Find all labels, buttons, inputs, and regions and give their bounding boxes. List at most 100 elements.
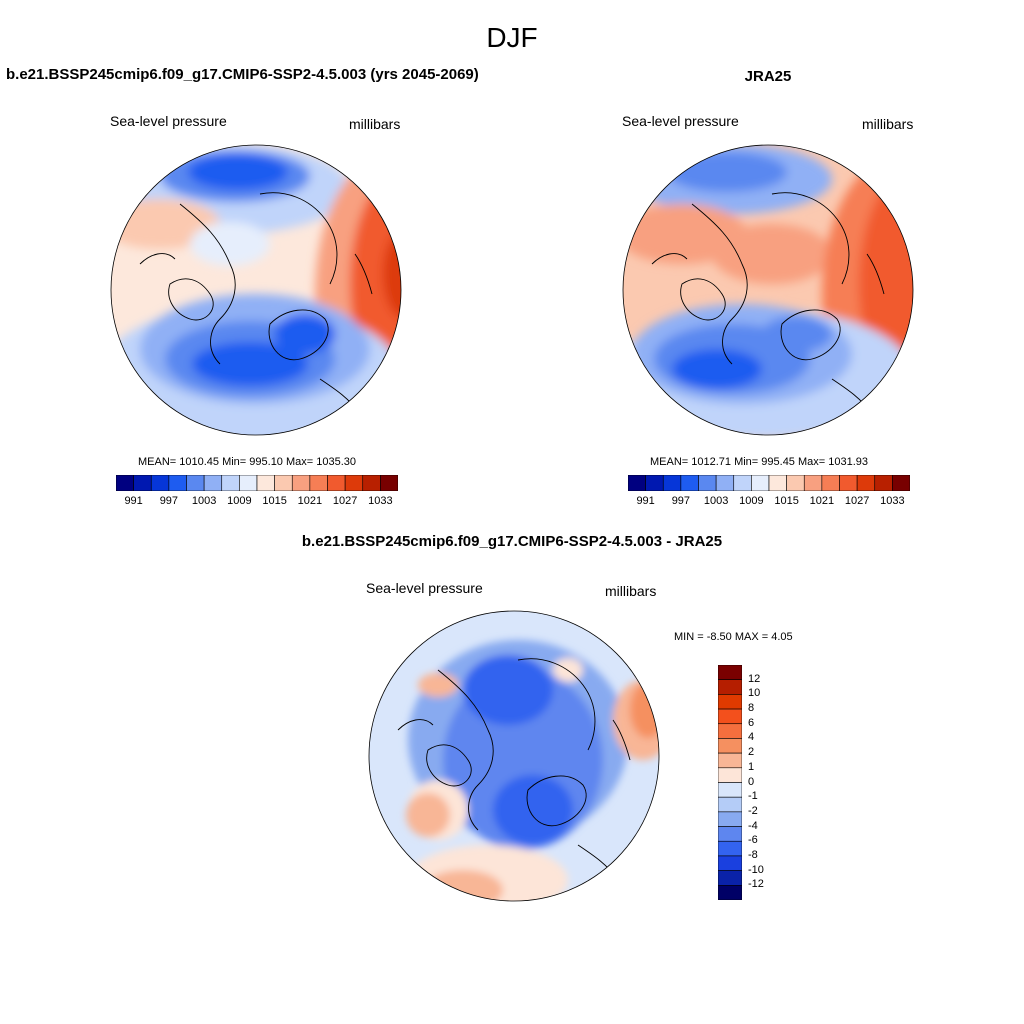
diff-variable-label: Sea-level pressure bbox=[366, 580, 483, 596]
colorbar-swatch bbox=[309, 475, 328, 491]
colorbar-swatch bbox=[786, 475, 805, 491]
colorbar-tick-label: 1015 bbox=[262, 495, 287, 507]
colorbar-swatch bbox=[221, 475, 240, 491]
model-variable-label: Sea-level pressure bbox=[110, 113, 227, 129]
colorbar-swatch bbox=[718, 811, 742, 827]
colorbar-swatch bbox=[150, 475, 170, 491]
colorbar-tick-label: -12 bbox=[748, 878, 764, 891]
colorbar-tick-label: 1027 bbox=[332, 495, 358, 507]
colorbar-tick-label: 1009 bbox=[227, 495, 252, 507]
colorbar-tick-label: 1015 bbox=[774, 495, 799, 507]
obs-polar-map bbox=[622, 144, 914, 436]
diff-panel-title: b.e21.BSSP245cmip6.f09_g17.CMIP6-SSP2-4.… bbox=[301, 533, 723, 550]
colorbar-swatch bbox=[203, 475, 223, 491]
colorbar-tick-label: 12 bbox=[748, 672, 761, 685]
colorbar-tick-label: 997 bbox=[671, 495, 691, 507]
colorbar-swatch bbox=[874, 475, 893, 491]
diff-colorbar-labels: 12 10 8 6 4 2 1 0 -1 -2 -4 -6 -8 -10 -12 bbox=[748, 665, 788, 900]
colorbar-swatch bbox=[327, 475, 346, 491]
colorbar-tick-label: 1021 bbox=[809, 495, 835, 507]
diff-stats: MIN = -8.50 MAX = 4.05 bbox=[674, 631, 793, 643]
obs-variable-label: Sea-level pressure bbox=[622, 113, 739, 129]
colorbar-swatch bbox=[662, 475, 682, 491]
colorbar-swatch bbox=[168, 475, 187, 491]
colorbar-swatch bbox=[380, 475, 398, 491]
colorbar-swatch bbox=[680, 475, 699, 491]
colorbar-swatch bbox=[274, 475, 293, 491]
colorbar-swatch bbox=[133, 475, 152, 491]
colorbar-swatch bbox=[698, 475, 717, 491]
model-colorbar bbox=[116, 475, 398, 491]
colorbar-tick-label: -2 bbox=[748, 804, 758, 817]
colorbar-tick-label: 1 bbox=[748, 760, 755, 773]
model-units-label: millibars bbox=[349, 116, 401, 132]
colorbar-swatch bbox=[239, 475, 258, 491]
colorbar-swatch bbox=[718, 855, 742, 871]
colorbar-swatch bbox=[718, 826, 742, 842]
colorbar-tick-label: 10 bbox=[748, 687, 761, 700]
colorbar-swatch bbox=[718, 796, 742, 813]
colorbar-tick-label: 0 bbox=[748, 775, 755, 788]
colorbar-swatch bbox=[628, 475, 646, 491]
colorbar-swatch bbox=[768, 475, 787, 491]
colorbar-swatch bbox=[892, 475, 910, 491]
model-polar-map bbox=[110, 144, 402, 436]
colorbar-tick-label: 6 bbox=[748, 716, 755, 729]
colorbar-swatch bbox=[362, 475, 381, 491]
colorbar-swatch bbox=[718, 782, 742, 798]
colorbar-tick-label: 1009 bbox=[739, 495, 764, 507]
season-title: DJF bbox=[486, 22, 538, 53]
obs-units-label: millibars bbox=[862, 116, 914, 132]
colorbar-swatch bbox=[186, 475, 205, 491]
colorbar-swatch bbox=[718, 870, 742, 886]
diff-colorbar bbox=[718, 665, 742, 900]
obs-stats: MEAN= 1012.71 Min= 995.45 Max= 1031.93 bbox=[650, 456, 869, 468]
colorbar-swatch bbox=[733, 475, 752, 491]
colorbar-tick-label: -1 bbox=[748, 790, 758, 803]
diff-units-label: millibars bbox=[605, 583, 657, 599]
colorbar-swatch bbox=[116, 475, 134, 491]
colorbar-swatch bbox=[751, 475, 770, 491]
colorbar-swatch bbox=[718, 723, 742, 739]
colorbar-tick-label: 2 bbox=[748, 746, 755, 759]
colorbar-swatch bbox=[718, 885, 742, 900]
colorbar-tick-label: 991 bbox=[636, 495, 655, 507]
colorbar-tick-label: -10 bbox=[748, 863, 764, 876]
colorbar-swatch bbox=[856, 475, 876, 491]
colorbar-swatch bbox=[344, 475, 364, 491]
colorbar-tick-label: -6 bbox=[748, 834, 758, 847]
colorbar-swatch bbox=[256, 475, 275, 491]
colorbar-tick-label: 8 bbox=[748, 702, 755, 715]
colorbar-tick-label: 991 bbox=[124, 495, 143, 507]
colorbar-tick-label: 1033 bbox=[880, 495, 905, 507]
colorbar-swatch bbox=[718, 767, 742, 783]
colorbar-swatch bbox=[291, 475, 311, 491]
obs-colorbar bbox=[628, 475, 910, 491]
colorbar-swatch bbox=[718, 752, 742, 769]
colorbar-tick-label: 1027 bbox=[844, 495, 870, 507]
colorbar-swatch bbox=[645, 475, 664, 491]
colorbar-tick-label: 1003 bbox=[703, 495, 729, 507]
model-panel-title: b.e21.BSSP245cmip6.f09_g17.CMIP6-SSP2-4.… bbox=[6, 66, 479, 83]
colorbar-tick-label: 997 bbox=[159, 495, 179, 507]
colorbar-swatch bbox=[803, 475, 823, 491]
colorbar-tick-label: 1021 bbox=[297, 495, 323, 507]
colorbar-swatch bbox=[718, 738, 742, 754]
colorbar-tick-label: -4 bbox=[748, 819, 758, 832]
colorbar-tick-label: 1033 bbox=[368, 495, 393, 507]
colorbar-tick-label: -8 bbox=[748, 848, 758, 861]
colorbar-swatch bbox=[718, 708, 742, 725]
obs-panel-title: JRA25 bbox=[744, 68, 792, 85]
colorbar-tick-label: 1003 bbox=[191, 495, 217, 507]
colorbar-swatch bbox=[718, 840, 742, 857]
colorbar-swatch bbox=[718, 694, 742, 710]
colorbar-swatch bbox=[718, 679, 742, 695]
colorbar-swatch bbox=[715, 475, 735, 491]
colorbar-tick-label: 4 bbox=[748, 731, 755, 744]
model-colorbar-labels: 991 997 1003 1009 1015 1021 1027 1033 bbox=[116, 495, 398, 509]
obs-colorbar-labels: 991 997 1003 1009 1015 1021 1027 1033 bbox=[628, 495, 910, 509]
colorbar-swatch bbox=[718, 665, 742, 680]
model-stats: MEAN= 1010.45 Min= 995.10 Max= 1035.30 bbox=[138, 456, 357, 468]
diff-polar-map bbox=[368, 610, 660, 902]
colorbar-swatch bbox=[839, 475, 858, 491]
